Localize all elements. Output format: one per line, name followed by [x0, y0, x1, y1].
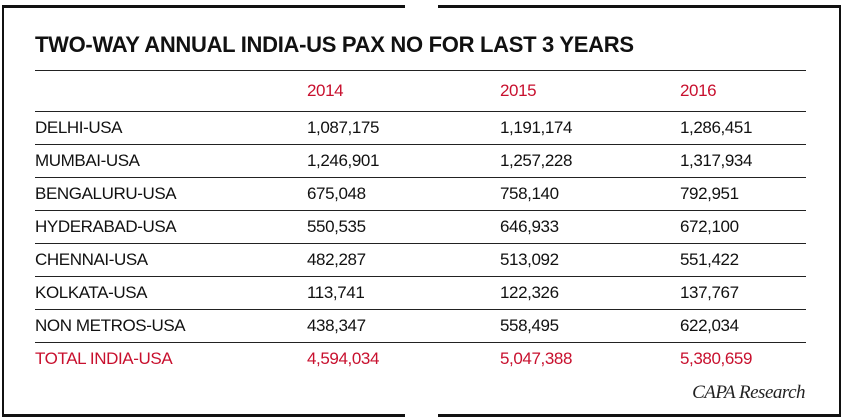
table-row: BENGALURU-USA 675,048 758,140 792,951 [35, 177, 806, 211]
row-label: KOLKATA-USA [35, 276, 307, 310]
frame-bottom-right [438, 414, 841, 417]
cell-value: 5,047,388 [500, 349, 573, 368]
cell-value: 646,933 [500, 210, 680, 244]
cell-value: 4,594,034 [307, 349, 380, 368]
cell-value: 1,286,451 [680, 111, 806, 145]
frame-left [2, 6, 4, 416]
table-title: TWO-WAY ANNUAL INDIA-US PAX NO FOR LAST … [35, 32, 634, 57]
row-label: NON METROS-USA [35, 309, 307, 343]
source-credit: CAPA Research [692, 382, 805, 403]
cell-value: 550,535 [307, 210, 500, 244]
cell-value: 792,951 [680, 177, 806, 211]
cell-value: 551,422 [680, 243, 806, 277]
cell-value: 1,246,901 [307, 144, 500, 178]
cell-value: 1,317,934 [680, 144, 806, 178]
cell-value: 137,767 [680, 276, 806, 310]
cell-value: 558,495 [500, 309, 680, 343]
cell-value: 1,257,228 [500, 144, 680, 178]
frame-right [839, 6, 841, 416]
header-year: 2015 [500, 70, 680, 112]
cell-value: 1,191,174 [500, 111, 680, 145]
row-label: TOTAL INDIA-USA [35, 349, 173, 368]
cell-value: 438,347 [307, 309, 500, 343]
table-row: NON METROS-USA 438,347 558,495 622,034 [35, 309, 806, 343]
cell-value: 5,380,659 [680, 349, 753, 368]
cell-value: 482,287 [307, 243, 500, 277]
total-row: TOTAL INDIA-USA 4,594,034 5,047,388 5,380,6… [35, 343, 806, 376]
header-year: 2014 [307, 70, 500, 112]
frame-bottom-left [2, 414, 405, 417]
row-label: CHENNAI-USA [35, 243, 307, 277]
row-label: BENGALURU-USA [35, 177, 307, 211]
cell-value: 513,092 [500, 243, 680, 277]
cell-value: 113,741 [307, 276, 500, 310]
row-label: HYDERABAD-USA [35, 210, 307, 244]
pax-table: 2014 2015 2016 DELHI-USA 1,087,175 1,191,1… [35, 70, 806, 375]
cell-value: 622,034 [680, 309, 806, 343]
row-label: DELHI-USA [35, 111, 307, 145]
cell-value: 1,087,175 [307, 111, 500, 145]
table-row: DELHI-USA 1,087,175 1,191,174 1,286,451 [35, 111, 806, 145]
table-row: KOLKATA-USA 113,741 122,326 137,767 [35, 276, 806, 310]
row-label: MUMBAI-USA [35, 144, 307, 178]
header-row: 2014 2015 2016 [35, 70, 806, 112]
cell-value: 758,140 [500, 177, 680, 211]
header-year: 2016 [680, 70, 806, 112]
frame-top-left [2, 5, 405, 8]
header-empty [35, 70, 307, 112]
cell-value: 672,100 [680, 210, 806, 244]
table-row: CHENNAI-USA 482,287 513,092 551,422 [35, 243, 806, 277]
frame-top-right [438, 5, 841, 8]
table-row: MUMBAI-USA 1,246,901 1,257,228 1,317,934 [35, 144, 806, 178]
table-row: HYDERABAD-USA 550,535 646,933 672,100 [35, 210, 806, 244]
cell-value: 675,048 [307, 177, 500, 211]
cell-value: 122,326 [500, 276, 680, 310]
